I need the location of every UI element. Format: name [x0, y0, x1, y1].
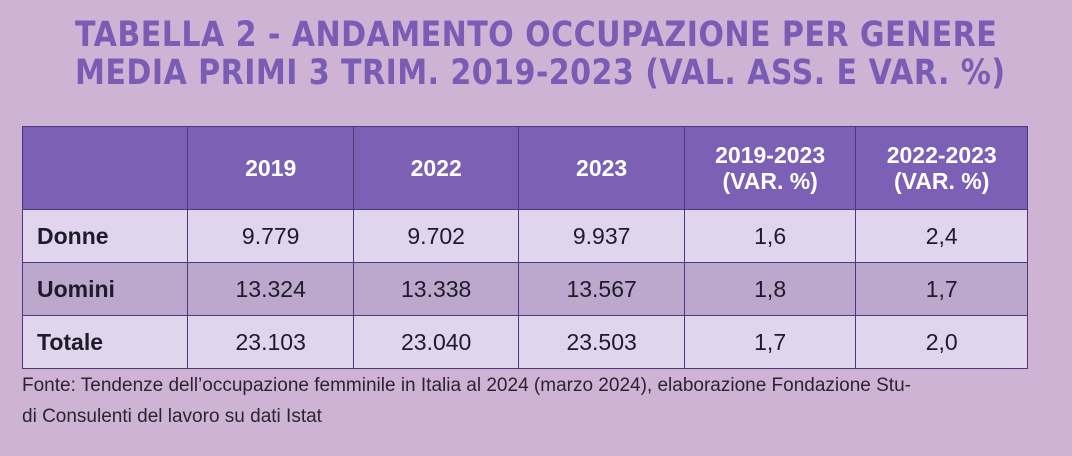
table-title: TABELLA 2 - ANDAMENTO OCCUPAZIONE PER GE… — [75, 15, 1006, 93]
cell-value: 2,0 — [855, 315, 1028, 369]
header-var-2019-2023-label: 2019-2023 — [715, 142, 826, 168]
header-var-2022-2023: 2022-2023 (VAR. %) — [855, 126, 1028, 210]
title-line-2: MEDIA PRIMI 3 TRIM. 2019-2023 (VAL. ASS.… — [75, 53, 1006, 93]
cell-value: 9.702 — [352, 209, 520, 263]
cell-value: 2,4 — [855, 209, 1028, 263]
header-row: 2019 2022 2023 2019-2023 (VAR. %) 2022-2… — [21, 126, 1028, 210]
row-label-uomini: Uomini — [21, 262, 189, 316]
cell-value: 1,8 — [683, 262, 857, 316]
cell-value: 23.040 — [352, 315, 520, 369]
table-row: Totale 23.103 23.040 23.503 1,7 2,0 — [21, 315, 1028, 369]
cell-value: 23.503 — [518, 315, 685, 369]
cell-value: 1,6 — [683, 209, 857, 263]
header-var-2019-2023: 2019-2023 (VAR. %) — [683, 126, 857, 210]
title-line-1: TABELLA 2 - ANDAMENTO OCCUPAZIONE PER GE… — [75, 15, 998, 55]
header-var-2022-2023-unit: (VAR. %) — [894, 168, 990, 194]
row-label-donne: Donne — [21, 209, 189, 263]
header-2023-label: 2023 — [576, 155, 628, 181]
table-row: Donne 9.779 9.702 9.937 1,6 2,4 — [21, 209, 1028, 263]
header-var-2019-2023-unit: (VAR. %) — [722, 168, 818, 194]
header-2019-label: 2019 — [245, 155, 297, 181]
header-2023: 2023 — [518, 126, 685, 210]
cell-value: 23.103 — [187, 315, 354, 369]
cell-value: 13.324 — [187, 262, 354, 316]
cell-value: 9.779 — [187, 209, 354, 263]
header-var-2022-2023-label: 2022-2023 — [886, 142, 997, 168]
table-row: Uomini 13.324 13.338 13.567 1,8 1,7 — [21, 262, 1028, 316]
cell-value: 13.338 — [352, 262, 520, 316]
header-empty — [21, 126, 189, 210]
row-label-totale: Totale — [21, 315, 189, 369]
header-2022: 2022 — [352, 126, 520, 210]
header-2019: 2019 — [187, 126, 354, 210]
cell-value: 13.567 — [518, 262, 685, 316]
cell-value: 9.937 — [518, 209, 685, 263]
source-line-1: Fonte: Tendenze dell’occupazione femmini… — [22, 375, 911, 396]
source-note: Fonte: Tendenze dell’occupazione femmini… — [22, 370, 1032, 432]
cell-value: 1,7 — [855, 262, 1028, 316]
cell-value: 1,7 — [683, 315, 857, 369]
source-line-2: di Consulenti del lavoro su dati Istat — [22, 406, 322, 427]
employment-table: 2019 2022 2023 2019-2023 (VAR. %) 2022-2… — [21, 126, 1028, 369]
header-2022-label: 2022 — [410, 155, 462, 181]
